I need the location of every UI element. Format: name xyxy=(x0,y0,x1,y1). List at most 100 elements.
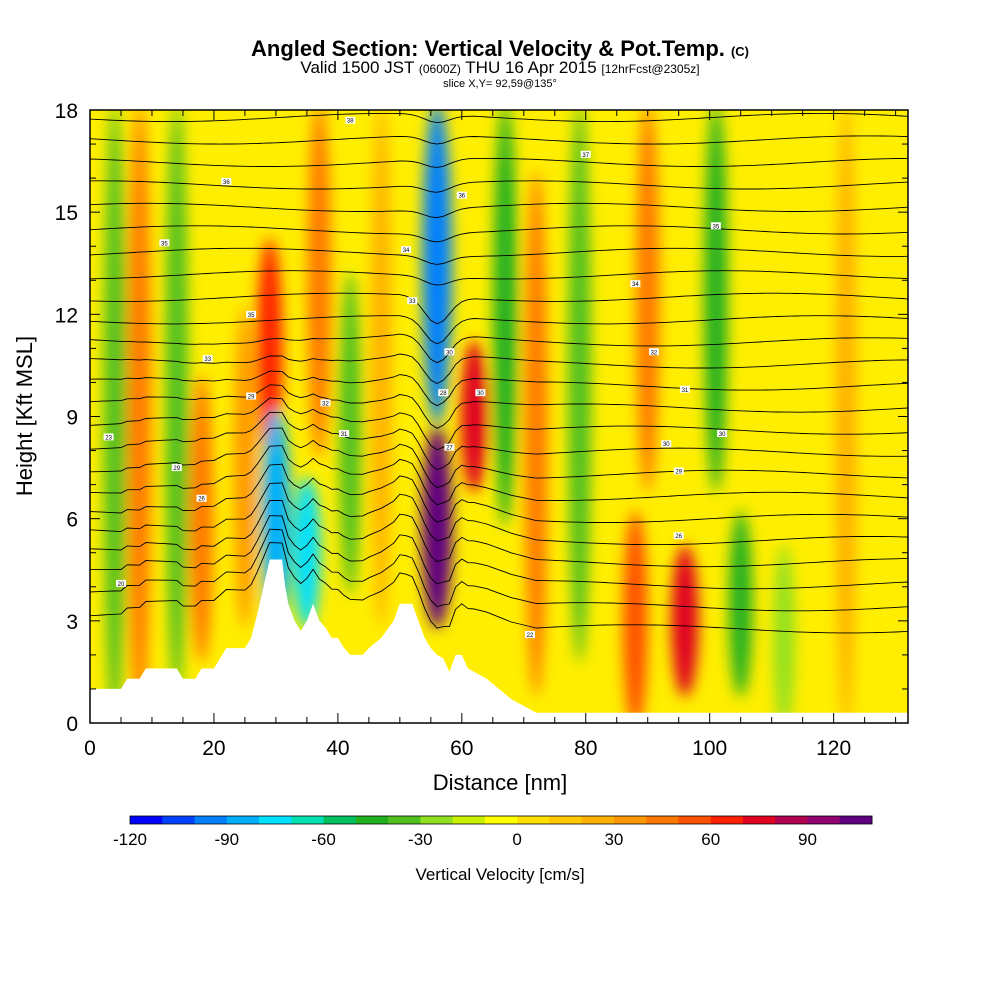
theta-label-20: 37 xyxy=(580,150,591,159)
x-tick-label-0: 0 xyxy=(84,737,96,760)
plot-area: 23 20 35 29 33 26 36 35 29 32 31 38 34 33 30 28 27 36 30 22… xyxy=(89,109,909,724)
theta-label-text-24: 29 xyxy=(675,469,682,475)
theta-contour-3 xyxy=(90,499,908,568)
theta-label-text-4: 33 xyxy=(204,357,211,363)
theta-label-24: 29 xyxy=(673,467,684,475)
velocity-feature-7 xyxy=(293,476,321,629)
colorbar-swatch-6 xyxy=(323,816,357,824)
colorbar-tick-4: 0 xyxy=(512,830,521,849)
theta-contour-17 xyxy=(90,247,908,265)
theta-label-bg-25 xyxy=(673,532,684,540)
theta-label-text-1: 20 xyxy=(118,582,125,588)
colorbar-tick-0: -120 xyxy=(113,830,147,849)
valid-zulu: (0600Z) xyxy=(418,62,461,76)
theta-label-text-16: 27 xyxy=(446,446,453,452)
theta-contour-1 xyxy=(90,528,908,612)
colorbar-label: Vertical Velocity [cm/s] xyxy=(415,865,584,884)
theta-label-19: 22 xyxy=(524,630,535,639)
x-tick-label-60: 60 xyxy=(450,737,473,760)
theta-label-26: 31 xyxy=(679,385,690,394)
theta-label-text-28: 30 xyxy=(719,432,726,438)
colorbar-swatch-12 xyxy=(517,816,550,824)
theta-label-text-14: 30 xyxy=(446,350,453,356)
theta-label-9: 32 xyxy=(320,399,331,407)
theta-label-4: 33 xyxy=(202,355,213,363)
theta-label-bg-26 xyxy=(679,385,690,393)
theta-label-bg-1 xyxy=(115,579,126,587)
theta-label-text-11: 38 xyxy=(347,119,354,125)
theta-label-16: 27 xyxy=(444,443,455,452)
velocity-feature-0 xyxy=(103,110,126,723)
colorbar-swatch-8 xyxy=(388,816,421,824)
theta-label-bg-27 xyxy=(710,222,721,230)
theta-label-bg-3 xyxy=(171,464,182,472)
theta-contour-13 xyxy=(90,333,908,364)
colorbar-swatch-20 xyxy=(775,816,808,824)
colorbar-swatch-22 xyxy=(839,816,873,824)
valid-date: THU 16 Apr 2015 xyxy=(465,58,597,77)
colorbar-tick-5: 30 xyxy=(604,830,623,849)
theta-label-text-15: 28 xyxy=(440,391,447,397)
colorbar-swatch-2 xyxy=(194,816,228,824)
theta-contour-14 xyxy=(90,315,908,345)
theta-label-bg-2 xyxy=(159,239,170,247)
theta-label-bg-13 xyxy=(407,297,418,305)
velocity-feature-20 xyxy=(704,110,728,493)
chart-title-text: Angled Section: Vertical Velocity & Pot.… xyxy=(251,36,725,61)
theta-label-5: 26 xyxy=(196,494,207,503)
theta-label-text-22: 32 xyxy=(651,350,658,356)
y-tick-label-3: 3 xyxy=(66,611,78,634)
theta-contour-12 xyxy=(90,353,908,385)
valid-time-line: Valid 1500 JST (0600Z) THU 16 Apr 2015 [… xyxy=(0,58,1000,78)
theta-label-10: 31 xyxy=(339,430,350,438)
colorbar-swatch-21 xyxy=(807,816,841,824)
theta-label-bg-19 xyxy=(524,630,535,638)
colorbar-swatch-9 xyxy=(420,816,454,824)
theta-labels: 23 20 35 29 33 26 36 35 29 32 31 38 34 33 30 28 27 36 30 22… xyxy=(103,116,728,639)
y-tick-label-6: 6 xyxy=(66,509,78,532)
theta-label-text-26: 31 xyxy=(682,388,689,394)
colorbar-swatch-11 xyxy=(484,816,518,824)
x-tick-label-100: 100 xyxy=(692,737,727,760)
y-tick-label-15: 15 xyxy=(55,202,78,225)
x-axis-label: Distance [nm] xyxy=(433,770,568,795)
theta-contour-8 xyxy=(90,411,908,471)
theta-label-2: 35 xyxy=(159,239,170,247)
theta-label-28: 30 xyxy=(717,430,728,438)
colorbar-swatch-0 xyxy=(130,816,163,824)
theta-label-bg-12 xyxy=(401,246,412,254)
theta-label-text-17: 36 xyxy=(458,194,465,200)
theta-contour-9 xyxy=(90,397,908,451)
y-tick-label-12: 12 xyxy=(55,304,78,327)
chart-title: Angled Section: Vertical Velocity & Pot.… xyxy=(0,36,1000,62)
theta-label-text-9: 32 xyxy=(322,401,329,407)
colorbar-tick-6: 60 xyxy=(701,830,720,849)
forecast-tag: [12hrFcst@2305z] xyxy=(601,62,700,76)
valid-prefix: Valid 1500 JST xyxy=(300,58,415,77)
theta-label-bg-11 xyxy=(345,116,356,124)
colorbar-tick-2: -60 xyxy=(311,830,336,849)
theta-label-text-6: 36 xyxy=(223,180,230,186)
theta-contour-7 xyxy=(90,427,908,489)
theta-label-27: 35 xyxy=(710,222,721,230)
colorbar-tick-3: -30 xyxy=(408,830,433,849)
y-axis-label: Height [Kft MSL] xyxy=(12,336,37,496)
velocity-feature-21 xyxy=(728,510,753,697)
terrain-polygon xyxy=(90,559,908,723)
theta-label-text-8: 29 xyxy=(248,395,255,401)
colorbar-swatch-13 xyxy=(549,816,583,824)
theta-label-text-12: 34 xyxy=(403,248,410,254)
theta-contour-6 xyxy=(90,445,908,506)
theta-label-6: 36 xyxy=(221,178,232,186)
x-tick-label-20: 20 xyxy=(202,737,225,760)
theta-label-23: 30 xyxy=(661,440,672,448)
theta-label-bg-0 xyxy=(103,433,114,441)
theta-label-25: 26 xyxy=(673,532,684,540)
colorbar: -120 -90 -60 -30 0 30 60 90 xyxy=(113,815,873,849)
y-tick-label-0: 0 xyxy=(66,713,78,736)
theta-label-bg-7 xyxy=(246,310,257,318)
theta-label-bg-8 xyxy=(246,392,257,400)
theta-label-text-3: 29 xyxy=(173,466,180,472)
theta-contour-4 xyxy=(90,482,908,546)
